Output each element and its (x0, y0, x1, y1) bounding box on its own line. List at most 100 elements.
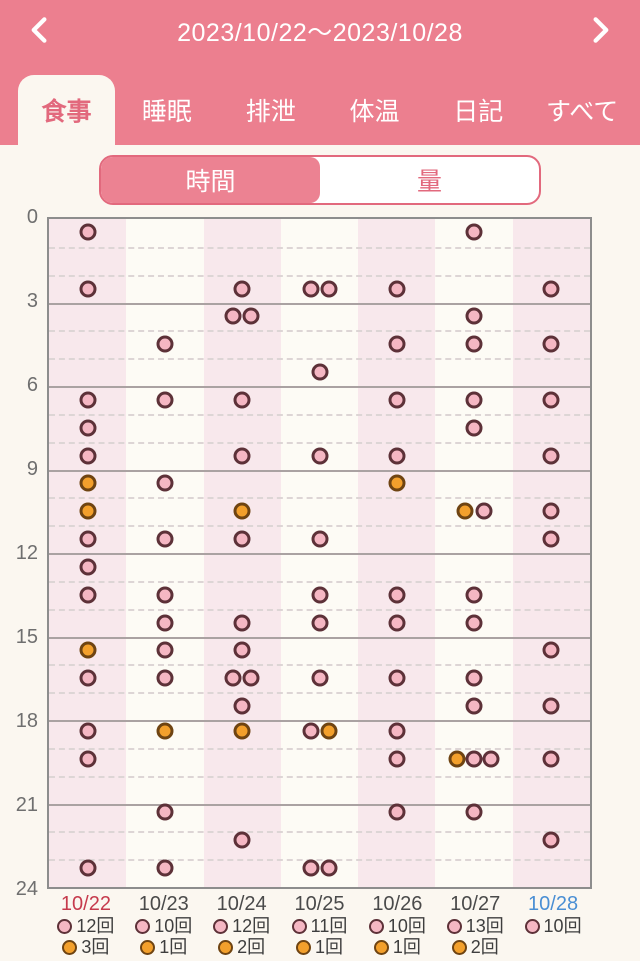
data-point-pink (242, 307, 260, 325)
pink-circle-icon (291, 918, 307, 934)
data-point-pink (388, 391, 406, 409)
gridline-major (49, 302, 590, 305)
data-point-pink (79, 391, 97, 409)
x-axis-date-label: 10/28 (528, 893, 579, 915)
legend-count-text: 13回 (465, 916, 504, 936)
data-point-pink (156, 614, 174, 632)
gridline-major (49, 636, 590, 639)
data-point-pink (388, 803, 406, 821)
toggle-amount-option[interactable]: 量 (416, 168, 442, 196)
data-point-orange (448, 750, 466, 768)
data-point-pink (233, 697, 251, 715)
tab-excretion[interactable]: 排泄 (219, 75, 323, 145)
data-point-pink (233, 280, 251, 298)
data-point-pink (79, 586, 97, 604)
legend-orange-count: 2回 (451, 937, 499, 957)
data-point-pink (79, 859, 97, 877)
tab-sleep[interactable]: 睡眠 (115, 75, 219, 145)
x-axis-and-legend: 10/22 12回 3回 10/23 10回 1回 10/24 12回 2回 10/25 11回 1回… (47, 893, 592, 957)
gridline-minor (49, 497, 590, 500)
data-point-orange (456, 502, 474, 520)
data-point-pink (542, 831, 560, 849)
data-point-pink (475, 502, 493, 520)
gridline-minor (49, 775, 590, 778)
day-column-summary: 10/22 12回 3回 (47, 893, 125, 957)
x-axis-date-label: 10/25 (294, 893, 345, 915)
data-point-pink (302, 722, 319, 740)
data-point-pink (465, 223, 483, 241)
data-point-pink (311, 586, 328, 604)
data-point-pink (542, 697, 560, 715)
orange-circle-icon (295, 939, 311, 955)
pink-circle-icon (368, 918, 384, 934)
week-navigator: 2023/10/22〜2023/10/28 (0, 0, 640, 62)
chevron-right-icon (585, 15, 615, 48)
orange-circle-icon (373, 939, 389, 955)
data-point-pink (79, 558, 97, 576)
next-week-button[interactable] (580, 11, 620, 51)
data-point-orange (320, 722, 337, 740)
data-point-pink (542, 750, 560, 768)
gridline-minor (49, 580, 590, 583)
data-point-pink (79, 280, 97, 298)
data-point-pink (79, 223, 97, 241)
data-point-orange (233, 722, 251, 740)
data-point-orange (79, 474, 97, 492)
tab-diary[interactable]: 日記 (426, 75, 530, 145)
x-axis-date-label: 10/24 (216, 893, 267, 915)
pink-circle-icon (135, 918, 151, 934)
day-column-summary: 10/23 10回 1回 (125, 893, 203, 957)
legend-count-text: 11回 (310, 916, 348, 936)
legend-pink-count: 11回 (291, 916, 348, 936)
data-point-pink (311, 614, 328, 632)
legend-orange-count: 1回 (295, 937, 343, 957)
tab-temperature-label: 体温 (349, 98, 400, 126)
legend-count-text: 1回 (392, 937, 421, 957)
gridline-minor (49, 525, 590, 528)
legend-count-text: 10回 (387, 916, 426, 936)
data-point-pink (465, 419, 483, 437)
gridline-minor (49, 330, 590, 333)
data-point-orange (388, 474, 406, 492)
toggle-time-option[interactable]: 時間 (101, 157, 320, 203)
day-column-summary: 10/24 12回 2回 (203, 893, 281, 957)
data-point-pink (542, 391, 560, 409)
gridline-minor (49, 358, 590, 361)
pink-circle-icon (446, 918, 462, 934)
legend-pink-count: 10回 (135, 916, 192, 936)
y-axis-tick-label: 18 (15, 710, 38, 732)
data-point-pink (465, 750, 483, 768)
tab-all[interactable]: すべて (530, 75, 634, 145)
legend-count-text: 12回 (232, 916, 271, 936)
gridline-minor (49, 747, 590, 750)
gridline-minor (49, 664, 590, 667)
gridline-major (49, 469, 590, 472)
pink-circle-icon (213, 918, 229, 934)
plot-area (47, 217, 592, 889)
orange-circle-icon (140, 939, 156, 955)
data-point-pink (542, 502, 560, 520)
data-point-pink (233, 391, 251, 409)
data-point-pink (388, 335, 406, 353)
data-point-pink (233, 614, 251, 632)
data-point-pink (311, 530, 328, 548)
tab-temperature[interactable]: 体温 (323, 75, 427, 145)
tab-meal[interactable]: 食事 (18, 75, 115, 145)
data-point-pink (465, 307, 483, 325)
y-axis-tick-label: 12 (15, 542, 38, 564)
tab-all-label: すべて (545, 98, 619, 126)
legend-pink-count: 10回 (368, 916, 426, 936)
data-point-pink (388, 586, 406, 604)
legend-orange-count: 1回 (373, 937, 421, 957)
legend-pink-count: 13回 (446, 916, 504, 936)
gridline-major (49, 386, 590, 388)
x-axis-date-label: 10/22 (60, 893, 111, 915)
data-point-pink (388, 722, 406, 740)
gridline-minor (49, 441, 590, 444)
data-point-pink (465, 586, 483, 604)
prev-week-button[interactable] (20, 11, 60, 51)
date-range-title: 2023/10/22〜2023/10/28 (177, 19, 463, 47)
gridline-minor (49, 859, 590, 862)
legend-pink-count: 10回 (524, 916, 582, 936)
legend-orange-count: 1回 (140, 937, 187, 957)
